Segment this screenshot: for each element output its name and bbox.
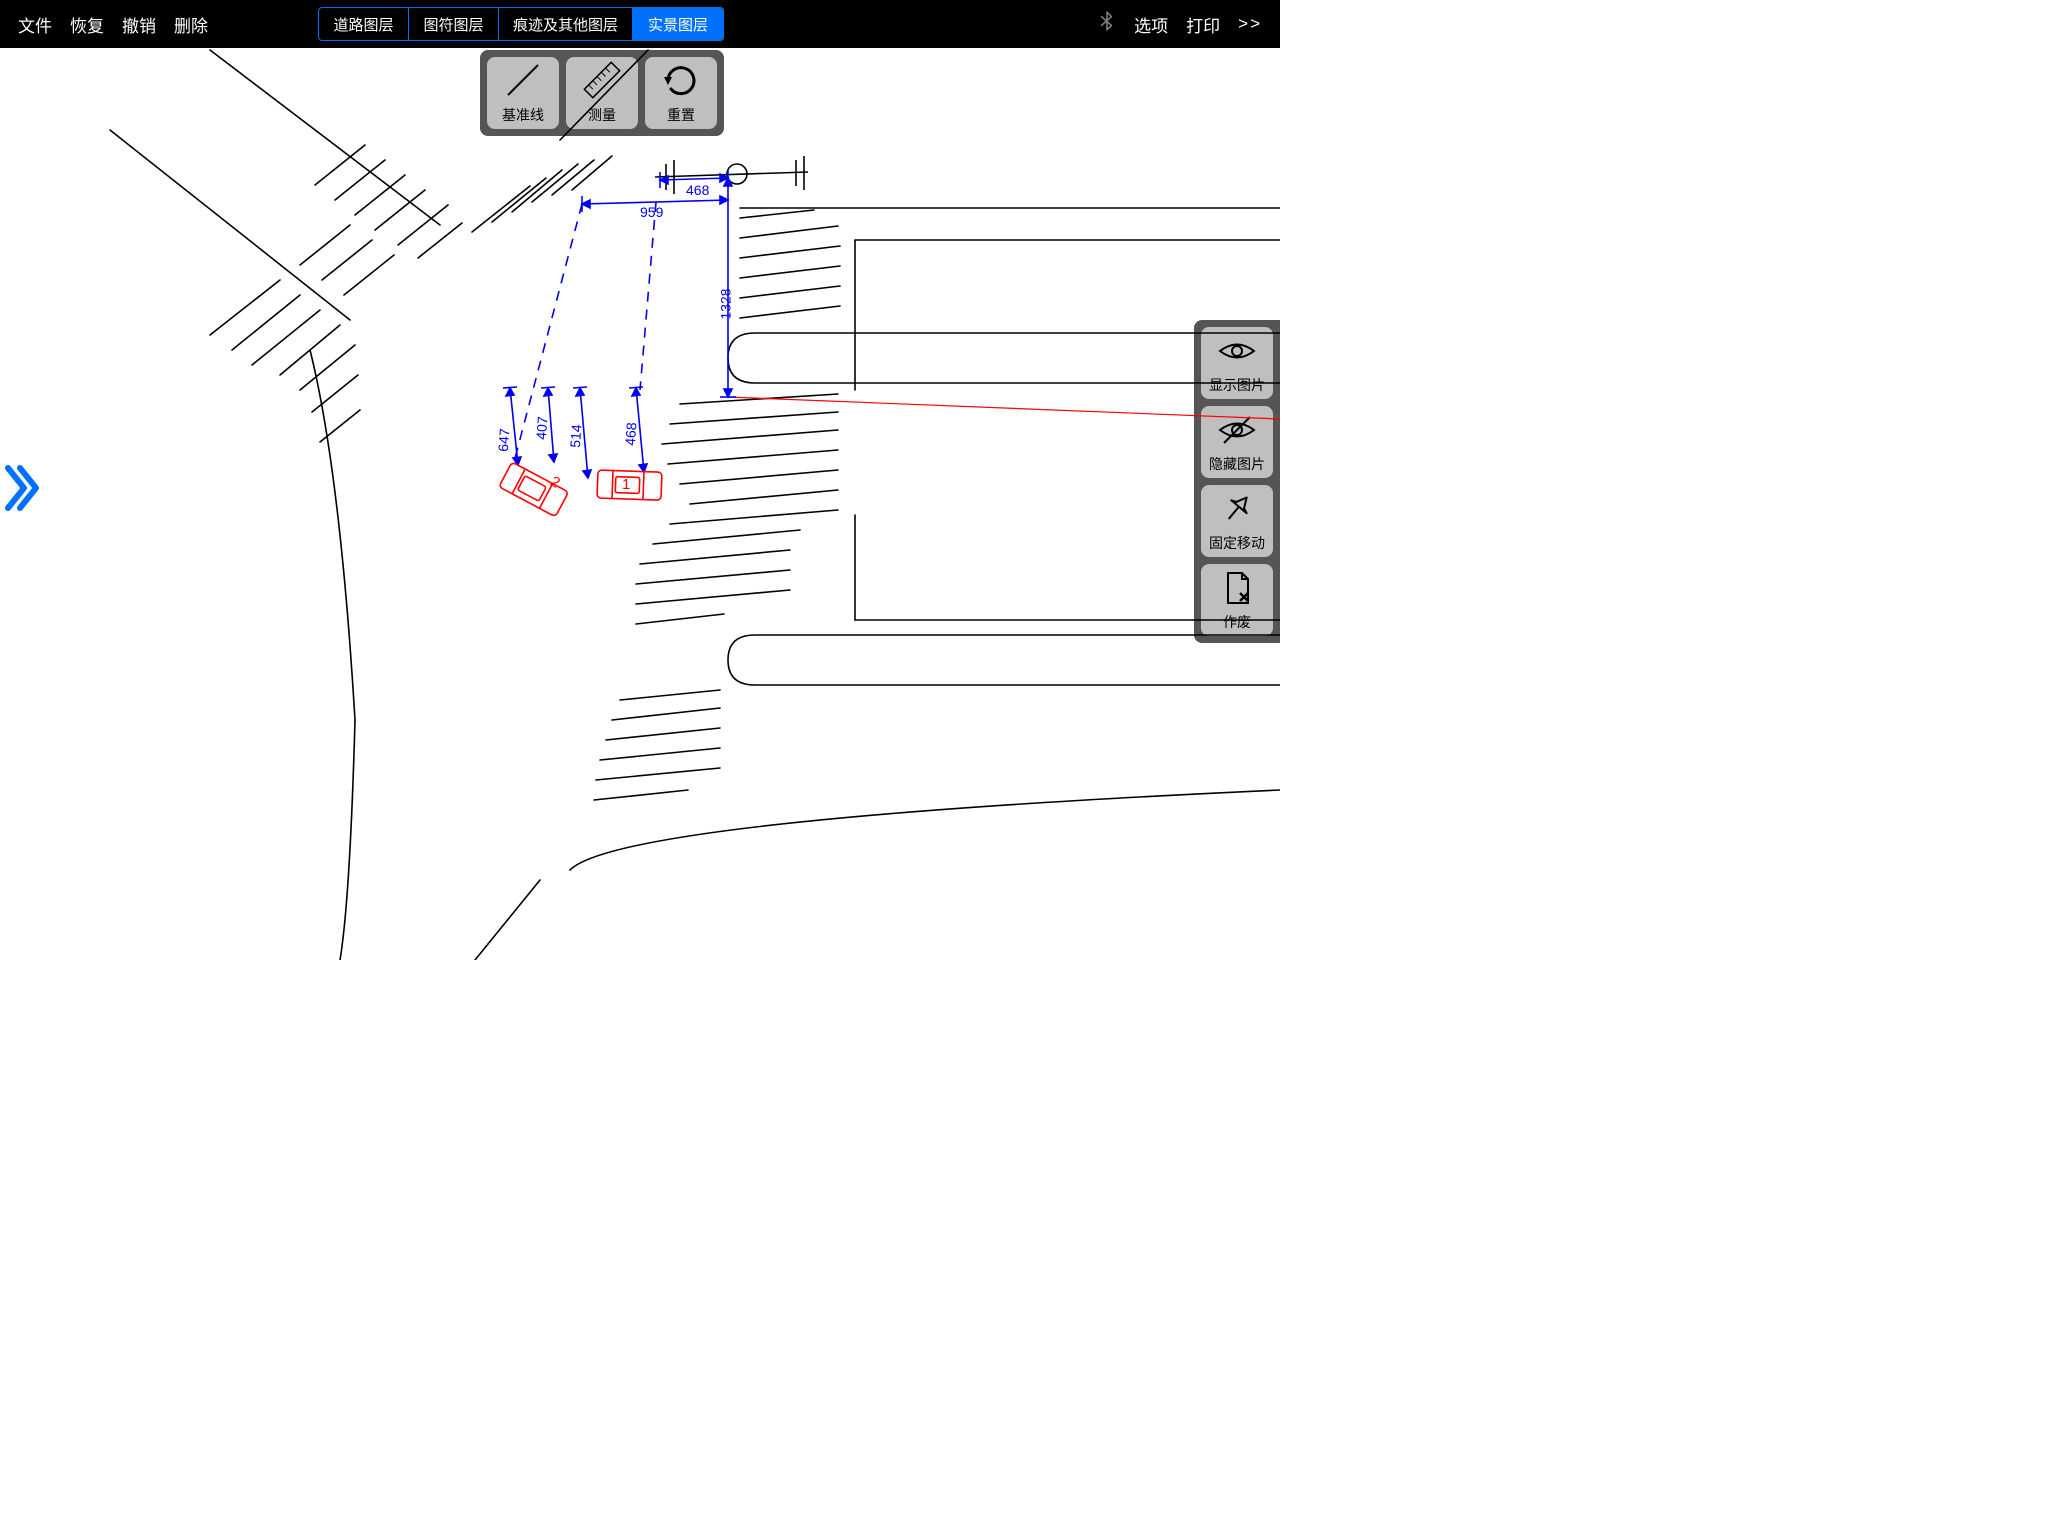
measure-959: 959: [640, 204, 663, 220]
measure-468b: 468: [622, 422, 640, 446]
measure-647: 647: [495, 428, 513, 452]
line-icon: [498, 55, 548, 105]
eye-icon: [1214, 327, 1260, 375]
menu-undo[interactable]: 撤销: [122, 12, 156, 37]
btn-lock-move[interactable]: 固定移动: [1201, 485, 1273, 557]
measure-407: 407: [533, 416, 551, 440]
tool-measure[interactable]: 测量: [566, 57, 638, 129]
btn-show-image[interactable]: 显示图片: [1201, 327, 1273, 399]
menu-left: 文件 恢复 撤销 删除: [0, 12, 208, 37]
ruler-icon: [577, 55, 627, 105]
measure-468a: 468: [686, 182, 709, 198]
eye-off-icon: [1214, 406, 1260, 454]
topbar: 文件 恢复 撤销 删除 道路图层 图符图层 痕迹及其他图层 实景图层 选项 打印…: [0, 0, 1280, 48]
side-panel: 显示图片 隐藏图片 固定移动: [1194, 320, 1280, 643]
reset-icon: [656, 55, 706, 105]
pin-icon: [1214, 485, 1260, 533]
tool-measure-label: 测量: [588, 105, 616, 125]
menu-print[interactable]: 打印: [1186, 12, 1220, 37]
bluetooth-icon: [1098, 10, 1116, 38]
diagram-canvas: [0, 0, 1280, 960]
layer-tabs: 道路图层 图符图层 痕迹及其他图层 实景图层: [318, 7, 724, 41]
btn-discard[interactable]: 作废: [1201, 564, 1273, 636]
tool-baseline-label: 基准线: [502, 105, 544, 125]
tab-symbol-layer[interactable]: 图符图层: [409, 8, 499, 40]
menu-restore[interactable]: 恢复: [70, 12, 104, 37]
menu-file[interactable]: 文件: [18, 12, 52, 37]
btn-hide-image-label: 隐藏图片: [1209, 454, 1265, 474]
btn-hide-image[interactable]: 隐藏图片: [1201, 406, 1273, 478]
menu-more[interactable]: >>: [1238, 14, 1262, 34]
menu-delete[interactable]: 删除: [174, 12, 208, 37]
tool-baseline[interactable]: 基准线: [487, 57, 559, 129]
car-2-label: 2: [547, 473, 562, 492]
tool-shelf: 基准线 测量 重置: [480, 50, 724, 136]
menu-options[interactable]: 选项: [1134, 12, 1168, 37]
file-x-icon: [1214, 564, 1260, 612]
btn-show-image-label: 显示图片: [1209, 375, 1265, 395]
measure-1328: 1328: [718, 288, 734, 319]
tool-reset-label: 重置: [667, 105, 695, 125]
measure-514: 514: [567, 424, 585, 448]
tab-trace-layer[interactable]: 痕迹及其他图层: [499, 8, 633, 40]
tab-road-layer[interactable]: 道路图层: [319, 8, 409, 40]
tab-scene-layer[interactable]: 实景图层: [633, 8, 723, 40]
btn-discard-label: 作废: [1223, 612, 1251, 632]
car-1-label: 1: [622, 476, 630, 493]
tool-reset[interactable]: 重置: [645, 57, 717, 129]
menu-right: 选项 打印 >>: [1098, 10, 1280, 38]
btn-lock-move-label: 固定移动: [1209, 533, 1265, 553]
expand-left-button[interactable]: [4, 460, 40, 521]
